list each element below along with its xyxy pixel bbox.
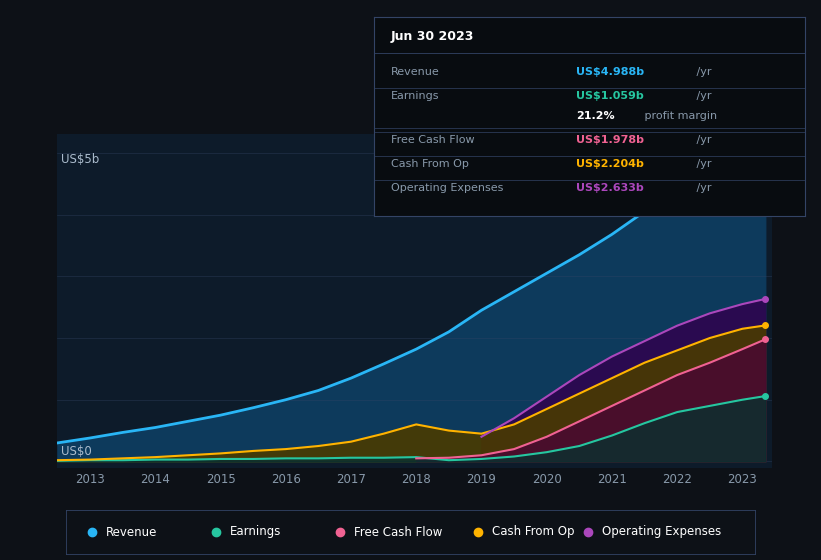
- Text: US$4.988b: US$4.988b: [576, 67, 644, 77]
- Text: Earnings: Earnings: [230, 525, 281, 539]
- Text: Operating Expenses: Operating Expenses: [391, 183, 503, 193]
- Text: /yr: /yr: [693, 183, 711, 193]
- Text: US$5b: US$5b: [61, 153, 99, 166]
- Text: US$0: US$0: [61, 445, 91, 458]
- Text: /yr: /yr: [693, 67, 711, 77]
- Text: 21.2%: 21.2%: [576, 111, 615, 121]
- Text: Revenue: Revenue: [106, 525, 157, 539]
- Text: US$1.059b: US$1.059b: [576, 91, 644, 101]
- Text: /yr: /yr: [693, 135, 711, 145]
- Text: Free Cash Flow: Free Cash Flow: [391, 135, 475, 145]
- Text: Jun 30 2023: Jun 30 2023: [391, 30, 475, 43]
- Text: Operating Expenses: Operating Expenses: [603, 525, 722, 539]
- Text: Revenue: Revenue: [391, 67, 439, 77]
- Text: /yr: /yr: [693, 159, 711, 169]
- Text: Cash From Op: Cash From Op: [492, 525, 575, 539]
- Text: Cash From Op: Cash From Op: [391, 159, 469, 169]
- Text: Earnings: Earnings: [391, 91, 439, 101]
- Text: US$1.978b: US$1.978b: [576, 135, 644, 145]
- Text: Free Cash Flow: Free Cash Flow: [354, 525, 443, 539]
- Text: profit margin: profit margin: [641, 111, 717, 121]
- Text: /yr: /yr: [693, 91, 711, 101]
- Text: US$2.633b: US$2.633b: [576, 183, 644, 193]
- Text: US$2.204b: US$2.204b: [576, 159, 644, 169]
